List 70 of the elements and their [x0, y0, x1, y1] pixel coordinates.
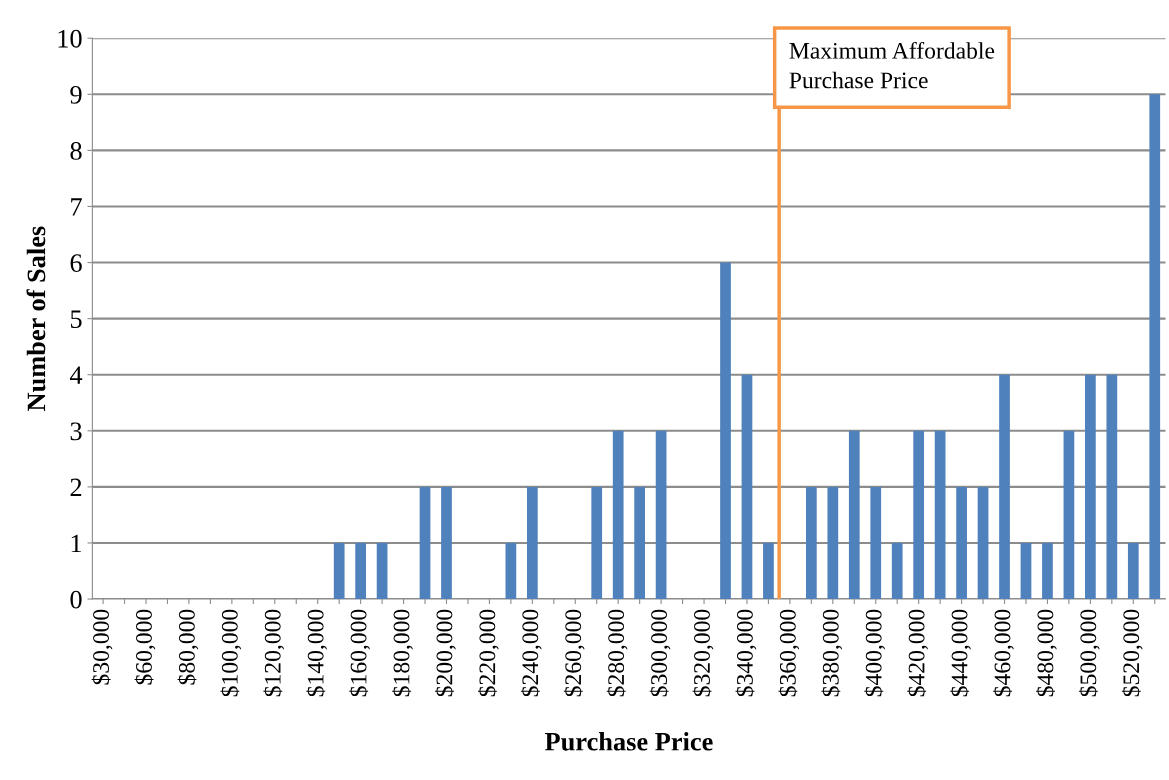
bar [848, 430, 860, 600]
bar [870, 486, 882, 600]
x-tick-label: $260,000 [563, 609, 585, 697]
x-tick-label: $460,000 [993, 609, 1014, 697]
bar [891, 542, 903, 600]
x-tick-label: $400,000 [864, 609, 886, 697]
bar [741, 374, 753, 600]
bar [612, 430, 624, 600]
bar [419, 486, 431, 600]
bar [827, 486, 839, 600]
x-tick-label: $80,000 [177, 609, 199, 685]
x-axis-title: Purchase Price [544, 732, 713, 751]
x-tick-label: $340,000 [735, 609, 757, 697]
bar [977, 486, 989, 600]
bar [505, 542, 517, 600]
y-tick-label: 0 [70, 590, 82, 609]
bar [1085, 374, 1096, 600]
x-tick-label: $60,000 [134, 609, 156, 685]
y-tick-label: 1 [71, 534, 82, 553]
bar [441, 486, 452, 600]
x-tick-label: $320,000 [692, 609, 714, 697]
bar [655, 430, 667, 600]
bar [526, 486, 538, 600]
x-tick-label: $240,000 [520, 609, 542, 697]
x-tick-label: $30,000 [91, 609, 113, 685]
x-tick-label: $520,000 [1121, 609, 1143, 697]
bar [720, 262, 731, 600]
x-tick-label: $120,000 [263, 609, 285, 697]
bar [805, 486, 817, 600]
y-tick-label: 6 [70, 254, 82, 272]
bar [1063, 430, 1075, 600]
y-tick-label: 2 [70, 478, 82, 497]
y-tick-label: 7 [71, 198, 82, 216]
bar [1042, 542, 1053, 600]
bar [913, 430, 925, 600]
y-tick-label: 3 [70, 422, 82, 441]
x-tick-label: $220,000 [478, 609, 499, 697]
bar [1106, 374, 1118, 600]
x-tick-label: $380,000 [821, 609, 843, 697]
bar [634, 486, 646, 600]
y-tick-label: 5 [70, 310, 82, 329]
x-tick-label: $200,000 [435, 609, 456, 697]
bar [934, 430, 946, 600]
bar [1149, 94, 1161, 600]
bar [333, 542, 345, 600]
x-tick-label: $140,000 [306, 609, 328, 697]
bar [1020, 542, 1032, 600]
y-tick-label: 4 [69, 366, 83, 384]
x-tick-label: $480,000 [1036, 609, 1057, 697]
x-tick-label: $180,000 [392, 609, 413, 697]
y-tick-label: 8 [70, 141, 82, 160]
y-tick-label: 9 [70, 85, 82, 104]
x-tick-label: $280,000 [606, 609, 628, 697]
x-tick-label: $160,000 [349, 609, 370, 697]
y-axis-title: Number of Sales [26, 226, 46, 411]
bar [956, 486, 967, 600]
bar [999, 374, 1010, 600]
ref-line-label: Maximum Affordable Purchase Price [789, 41, 995, 89]
bar [355, 542, 366, 600]
bar [763, 542, 774, 600]
x-tick-label: $360,000 [778, 609, 800, 697]
x-tick-label: $440,000 [950, 609, 971, 697]
bar [376, 542, 388, 600]
bar [1127, 542, 1139, 600]
bar [591, 486, 603, 600]
x-tick-label: $100,000 [220, 609, 242, 697]
x-tick-label: $420,000 [907, 609, 928, 697]
y-tick-label: 10 [58, 29, 82, 48]
x-tick-label: $300,000 [649, 609, 671, 697]
x-tick-label: $500,000 [1078, 609, 1100, 697]
